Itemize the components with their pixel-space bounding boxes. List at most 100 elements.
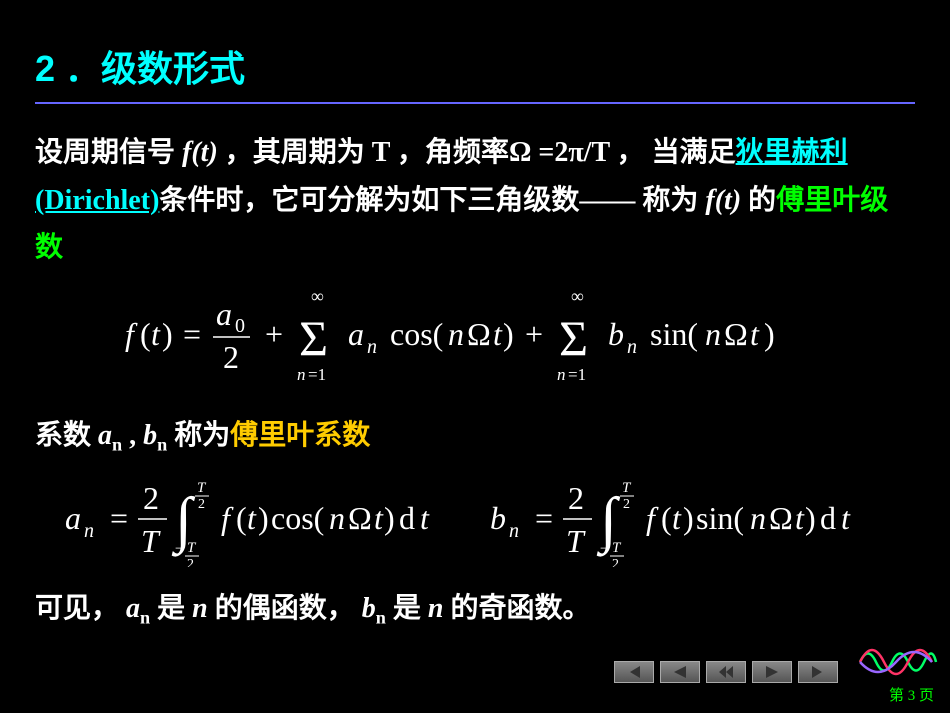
ft-symbol-1: f(t)	[182, 137, 218, 168]
svg-text:n: n	[84, 520, 94, 542]
page-number: 第 3 页	[889, 684, 934, 705]
svg-text:t: t	[493, 316, 503, 352]
svg-text:Σ: Σ	[559, 310, 588, 366]
svg-text:T: T	[622, 480, 632, 496]
svg-text:t: t	[750, 316, 760, 352]
intro-text-2: ，其周期为 T ，角频率Ω =2π/T ， 当满足	[218, 137, 736, 168]
svg-text:cos(: cos(	[390, 316, 443, 352]
coeff-text-2: 称为	[167, 420, 230, 451]
an-symbol: a	[98, 420, 112, 451]
svg-text:t: t	[841, 500, 851, 536]
svg-text:d: d	[820, 500, 836, 536]
concl-an-sub: n	[140, 608, 150, 628]
svg-text:b: b	[490, 500, 506, 536]
svg-text:n: n	[367, 336, 377, 358]
svg-text:T: T	[566, 523, 586, 559]
intro-text-1: 设周期信号	[35, 137, 182, 168]
svg-text:2: 2	[568, 480, 584, 516]
svg-text:t: t	[795, 500, 805, 536]
nav-next-button[interactable]	[752, 661, 792, 683]
svg-text:f: f	[125, 316, 138, 352]
svg-text:Ω: Ω	[348, 500, 372, 536]
concl-4: 是	[386, 593, 428, 624]
svg-text:=: =	[535, 500, 553, 536]
svg-text:n: n	[627, 336, 637, 358]
concl-n2: n	[428, 593, 444, 624]
svg-text:Σ: Σ	[299, 310, 328, 366]
bn-sub: n	[157, 434, 167, 454]
svg-text:): )	[384, 500, 395, 536]
svg-text:T: T	[612, 540, 622, 556]
svg-text:n: n	[557, 365, 566, 384]
next-icon	[764, 666, 780, 678]
nav-prev-button[interactable]	[660, 661, 700, 683]
svg-text:n: n	[509, 520, 519, 542]
bn-integral: b n = 2 T ∫ T 2 − T 2 f ( t ) sin( n	[480, 472, 880, 567]
svg-text:(: (	[236, 500, 247, 536]
nav-last-button[interactable]	[798, 661, 838, 683]
concl-bn: b	[362, 593, 376, 624]
concl-an: a	[126, 593, 140, 624]
svg-text:): )	[258, 500, 269, 536]
svg-text:=: =	[110, 500, 128, 536]
concl-n1: n	[192, 593, 208, 624]
slide-footer: 第 3 页	[538, 645, 938, 705]
slide-title: 2 ．级数形式	[35, 40, 915, 92]
svg-text:2: 2	[187, 557, 194, 567]
an-sub: n	[112, 434, 122, 454]
svg-text:∞: ∞	[571, 290, 584, 306]
nav-button-group	[614, 661, 838, 683]
svg-text:cos(: cos(	[271, 500, 324, 536]
coeff-comma: ,	[122, 420, 143, 451]
svg-text:0: 0	[235, 315, 245, 337]
svg-text:2: 2	[612, 557, 619, 567]
svg-text:∞: ∞	[311, 290, 324, 306]
intro-paragraph: 设周期信号 f(t) ，其周期为 T ，角频率Ω =2π/T ， 当满足狄里赫利…	[35, 129, 915, 272]
last-icon	[810, 666, 826, 678]
svg-text:n: n	[329, 500, 345, 536]
slide-content: 2 ．级数形式 设周期信号 f(t) ，其周期为 T ，角频率Ω =2π/T ，…	[0, 0, 950, 634]
svg-text:b: b	[608, 316, 624, 352]
nav-first-button[interactable]	[614, 661, 654, 683]
svg-text:): )	[805, 500, 816, 536]
wave-decoration-icon	[858, 640, 938, 685]
main-formula-svg: f ( t ) = a 0 2 + Σ ∞ n =1 a n cos( n	[105, 290, 845, 385]
svg-text:a: a	[216, 296, 232, 332]
svg-text:Ω: Ω	[769, 500, 793, 536]
svg-text:a: a	[65, 500, 81, 536]
svg-text:d: d	[399, 500, 415, 536]
svg-text:Ω: Ω	[724, 316, 748, 352]
svg-text:T: T	[187, 540, 197, 556]
svg-text:2: 2	[623, 497, 630, 512]
coeff-text-1: 系数	[35, 420, 98, 451]
svg-text:2: 2	[198, 497, 205, 512]
svg-text:t: t	[374, 500, 384, 536]
svg-text:−: −	[175, 541, 183, 557]
svg-text:f: f	[646, 500, 659, 536]
svg-text:t: t	[247, 500, 257, 536]
main-formula: f ( t ) = a 0 2 + Σ ∞ n =1 a n cos( n	[35, 290, 915, 390]
coeff-paragraph: 系数 an , bn 称为傅里叶系数	[35, 412, 915, 461]
svg-text:2: 2	[143, 480, 159, 516]
svg-text:sin(: sin(	[650, 316, 698, 352]
svg-text:+: +	[265, 316, 283, 352]
svg-text:): )	[764, 316, 775, 352]
concl-bn-sub: n	[376, 608, 386, 628]
svg-text:=1: =1	[568, 365, 586, 384]
svg-text:(: (	[140, 316, 151, 352]
concl-2: 是	[150, 593, 192, 624]
concl-1: 可见，	[35, 593, 126, 624]
svg-text:sin(: sin(	[696, 500, 744, 536]
intro-text-3: 条件时，它可分解为如下三角级数—— 称为	[159, 185, 705, 216]
nav-prev2-button[interactable]	[706, 661, 746, 683]
svg-text:=: =	[183, 316, 201, 352]
svg-text:T: T	[197, 480, 207, 496]
svg-text:a: a	[348, 316, 364, 352]
bn-symbol: b	[143, 420, 157, 451]
svg-text:): )	[162, 316, 173, 352]
svg-text:n: n	[705, 316, 721, 352]
svg-text:n: n	[448, 316, 464, 352]
svg-text:n: n	[297, 365, 306, 384]
conclusion-paragraph: 可见， an 是 n 的偶函数， bn 是 n 的奇函数。	[35, 585, 915, 634]
title-underline	[35, 102, 915, 104]
